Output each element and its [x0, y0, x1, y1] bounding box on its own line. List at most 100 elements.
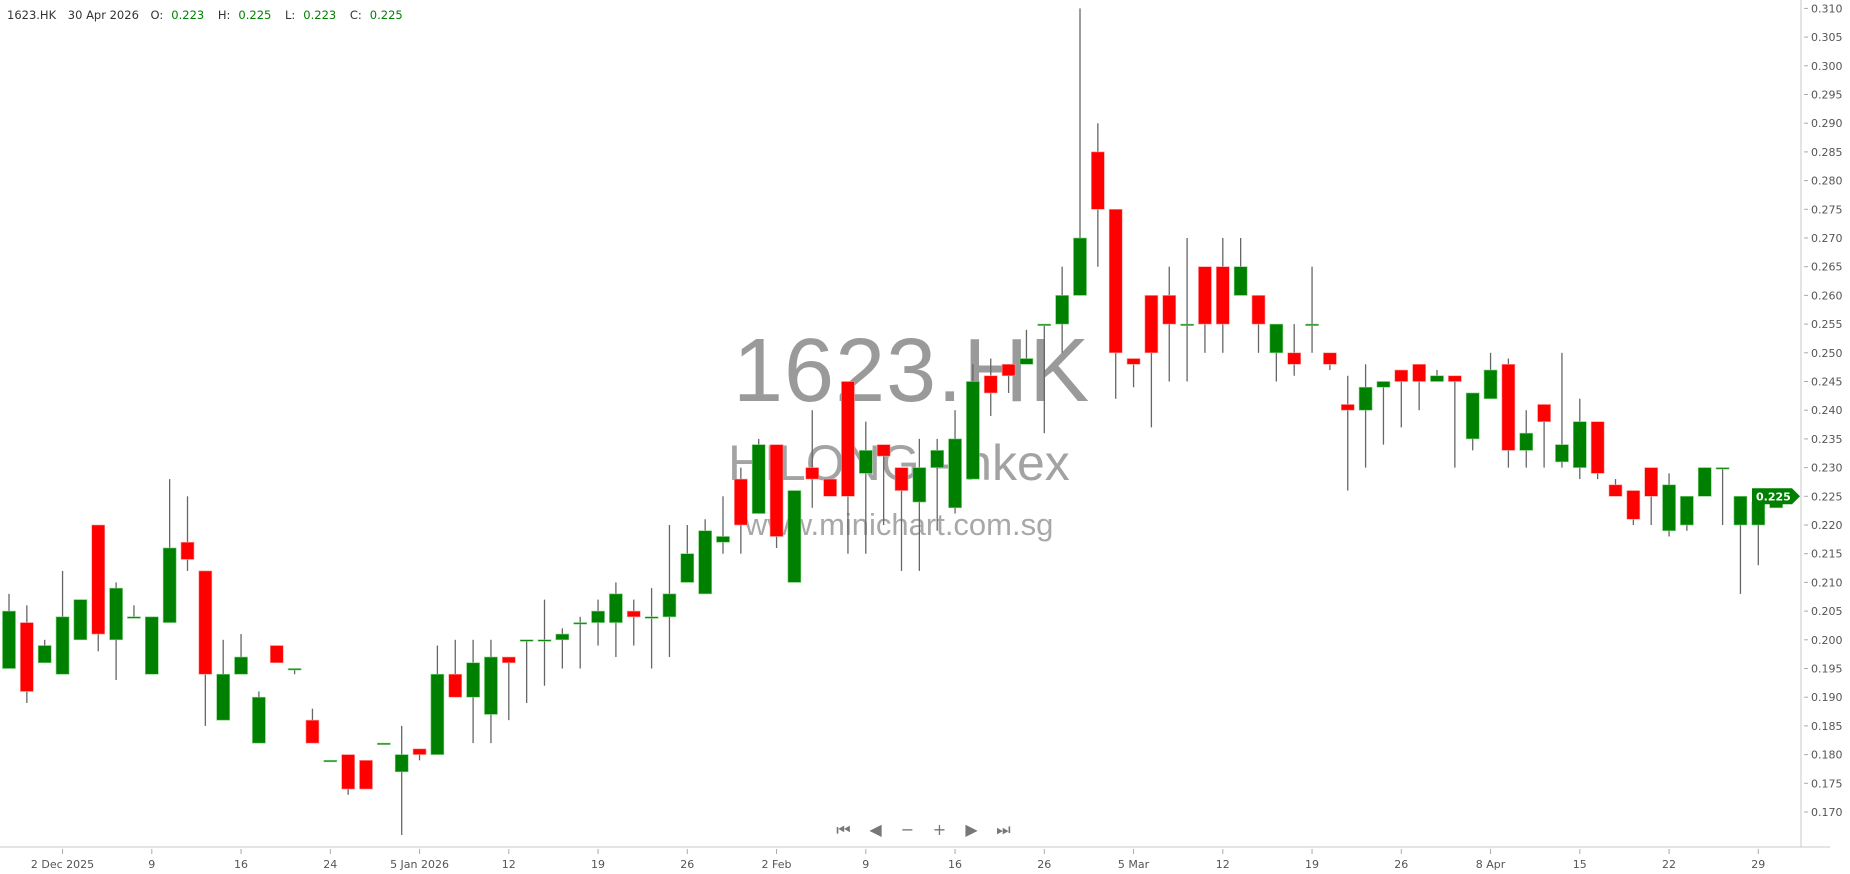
candle-up[interactable] — [377, 742, 391, 745]
candle-down[interactable] — [1644, 467, 1658, 497]
candle-down[interactable] — [359, 760, 373, 790]
candle-up[interactable] — [234, 656, 248, 675]
candle-down[interactable] — [1216, 266, 1230, 325]
candle-up[interactable] — [1573, 421, 1587, 468]
candle-down[interactable] — [1590, 421, 1605, 474]
candle-up[interactable] — [287, 668, 302, 671]
candle-up[interactable] — [1233, 266, 1248, 296]
candle-down[interactable] — [341, 754, 355, 790]
candle-down[interactable] — [841, 381, 855, 497]
candle-up[interactable] — [1037, 323, 1052, 326]
candle-down[interactable] — [894, 467, 909, 491]
candle-down[interactable] — [501, 656, 516, 664]
candle-up[interactable] — [55, 616, 70, 675]
candle-down[interactable] — [198, 570, 213, 675]
candle-down[interactable] — [1340, 404, 1355, 411]
candle-up[interactable] — [644, 616, 659, 619]
candle-up[interactable] — [1180, 323, 1194, 326]
candle-down[interactable] — [1412, 363, 1426, 382]
candle-up[interactable] — [252, 696, 266, 744]
candle-down[interactable] — [1608, 484, 1623, 497]
candle-down[interactable] — [91, 524, 106, 635]
candle-up[interactable] — [1055, 295, 1069, 325]
candle-up[interactable] — [1662, 484, 1676, 532]
candle-down[interactable] — [1626, 490, 1641, 520]
candle-up[interactable] — [37, 645, 52, 664]
candle-up[interactable] — [1680, 495, 1694, 526]
candle-up[interactable] — [1019, 358, 1034, 365]
candle-down[interactable] — [1162, 295, 1177, 325]
candle-up[interactable] — [2, 610, 16, 669]
candle-down[interactable] — [412, 748, 427, 755]
candle-down[interactable] — [1448, 375, 1462, 382]
candle-up[interactable] — [698, 530, 712, 595]
candle-down[interactable] — [1287, 352, 1301, 365]
candle-up[interactable] — [216, 673, 230, 721]
candle-up[interactable] — [537, 639, 552, 642]
candle-up[interactable] — [751, 444, 766, 514]
candle-down[interactable] — [1144, 295, 1159, 354]
candle-up[interactable] — [1465, 392, 1480, 440]
candle-up[interactable] — [1358, 386, 1373, 411]
candle-up[interactable] — [591, 610, 605, 623]
candle-down[interactable] — [20, 622, 34, 692]
candle-up[interactable] — [394, 754, 409, 773]
candle-up[interactable] — [787, 490, 802, 583]
previous-button[interactable]: ◀ — [869, 820, 882, 839]
candle-up[interactable] — [555, 633, 570, 641]
next-button[interactable]: ▶ — [965, 820, 978, 839]
candle-up[interactable] — [858, 450, 873, 474]
candle-up[interactable] — [1751, 501, 1766, 526]
candle-down[interactable] — [626, 610, 641, 618]
candle-down[interactable] — [1108, 209, 1123, 354]
candle-up[interactable] — [680, 553, 695, 583]
candle-down[interactable] — [269, 645, 284, 664]
candle-up[interactable] — [1073, 237, 1087, 296]
candle-down[interactable] — [769, 444, 784, 537]
candle-up[interactable] — [573, 622, 588, 625]
candle-up[interactable] — [1376, 381, 1391, 388]
candle-up[interactable] — [466, 662, 480, 698]
candle-down[interactable] — [876, 444, 891, 457]
last-button[interactable]: ⏭ — [996, 820, 1011, 839]
candle-up[interactable] — [1733, 495, 1748, 526]
candle-down[interactable] — [305, 719, 320, 744]
candle-up[interactable] — [1269, 323, 1284, 354]
zoom-in-button[interactable]: + — [932, 820, 947, 839]
zoom-out-button[interactable]: − — [900, 820, 915, 839]
candle-up[interactable] — [484, 656, 498, 715]
candle-up[interactable] — [1715, 467, 1730, 470]
candle-down[interactable] — [1251, 295, 1266, 325]
candle-up[interactable] — [162, 547, 177, 623]
candle-up[interactable] — [127, 616, 141, 619]
candle-down[interactable] — [1091, 151, 1105, 210]
candle-down[interactable] — [180, 541, 195, 560]
candle-down[interactable] — [448, 673, 463, 698]
candle-down[interactable] — [1001, 363, 1016, 377]
candle-up[interactable] — [1430, 375, 1444, 382]
candle-up[interactable] — [430, 673, 445, 755]
candle-up[interactable] — [1483, 369, 1498, 400]
candle-down[interactable] — [983, 375, 998, 394]
candle-down[interactable] — [1126, 358, 1141, 365]
candle-down[interactable] — [1198, 266, 1212, 325]
candle-up[interactable] — [1555, 444, 1569, 463]
candle-up[interactable] — [662, 593, 677, 618]
candle-up[interactable] — [1519, 432, 1534, 451]
candle-down[interactable] — [1394, 369, 1409, 382]
candle-up[interactable] — [323, 760, 338, 763]
candle-down[interactable] — [1537, 404, 1551, 422]
candle-up[interactable] — [912, 467, 927, 503]
candle-up[interactable] — [966, 381, 980, 480]
candle-down[interactable] — [805, 467, 820, 480]
candle-up[interactable] — [1305, 323, 1319, 326]
candle-up[interactable] — [716, 536, 730, 543]
candle-up[interactable] — [145, 616, 159, 675]
first-button[interactable]: ⏮ — [836, 820, 851, 839]
candle-down[interactable] — [823, 478, 837, 497]
candle-down[interactable] — [734, 478, 748, 526]
candle-up[interactable] — [519, 639, 534, 642]
candle-up[interactable] — [930, 450, 945, 468]
candle-up[interactable] — [609, 593, 623, 623]
